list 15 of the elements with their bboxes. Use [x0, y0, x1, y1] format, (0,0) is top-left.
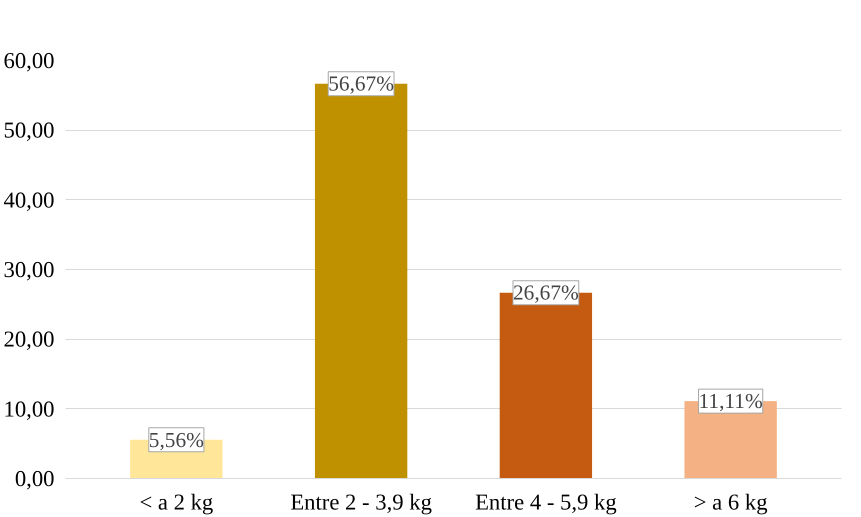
data-label: 56,67% [328, 72, 394, 96]
data-label: 26,67% [513, 280, 579, 305]
x-tick-label: > a 6 kg [694, 490, 768, 514]
x-tick-label: Entre 4 - 5,9 kg [475, 490, 617, 514]
y-tick-label: 20,00 [4, 326, 55, 352]
y-tick-label: 0,00 [14, 466, 55, 491]
y-tick-label: 30,00 [4, 257, 55, 282]
x-tick-label: Entre 2 - 3,9 kg [290, 490, 432, 514]
y-tick-label: 40,00 [4, 187, 55, 212]
y-tick-label: 10,00 [4, 396, 55, 422]
y-tick-label: 50,00 [4, 118, 55, 143]
x-tick-label: < a 2 kg [139, 490, 214, 514]
data-label: 5,56% [148, 428, 204, 452]
data-label: 11,11% [698, 389, 763, 414]
y-tick-label: 60,00 [4, 48, 55, 73]
